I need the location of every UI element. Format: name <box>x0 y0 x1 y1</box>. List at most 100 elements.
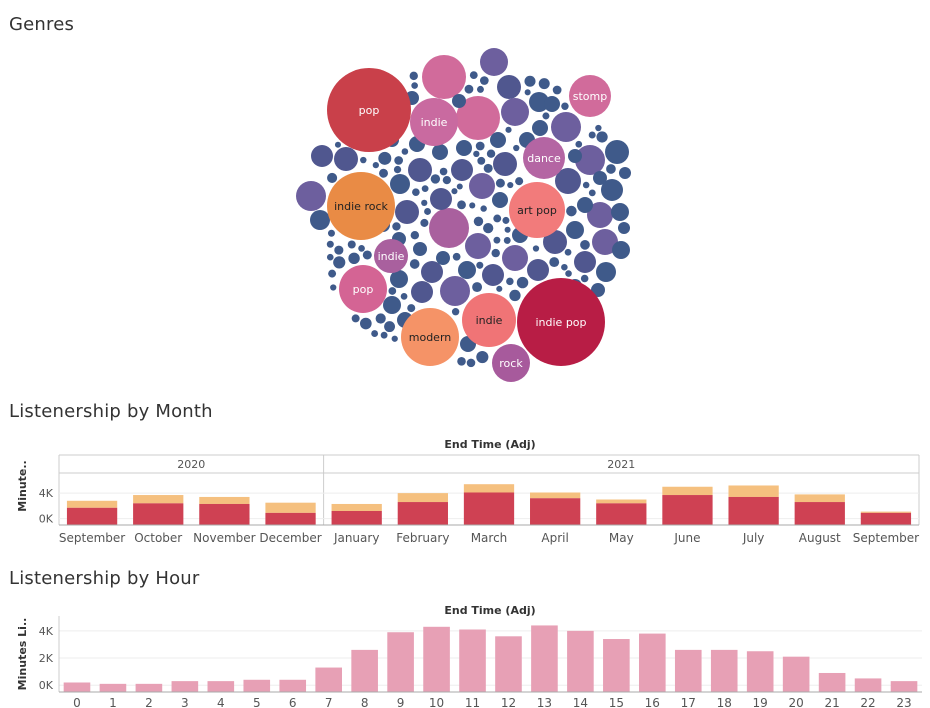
genre-bubble[interactable] <box>457 357 466 366</box>
genre-bubble[interactable] <box>351 314 360 323</box>
hour-bar[interactable] <box>243 679 271 692</box>
genre-bubble[interactable] <box>432 144 448 160</box>
genre-bubble[interactable] <box>580 240 590 250</box>
genre-bubble[interactable] <box>509 182 565 238</box>
genre-bubble[interactable] <box>384 321 396 333</box>
genre-bubble[interactable] <box>580 274 589 283</box>
genre-bubble[interactable] <box>552 85 562 95</box>
genre-bubble[interactable] <box>601 179 623 201</box>
genre-bubble[interactable] <box>575 140 583 148</box>
genre-bubble[interactable] <box>502 245 528 271</box>
genre-bubble[interactable] <box>492 192 508 208</box>
genre-bubble[interactable] <box>588 189 596 197</box>
hour-bar[interactable] <box>818 672 846 692</box>
genre-bubble[interactable] <box>358 245 365 252</box>
genre-bubble[interactable] <box>549 257 560 268</box>
genre-bubble[interactable] <box>509 289 521 302</box>
genre-bubble[interactable] <box>593 171 607 185</box>
genre-bubble[interactable] <box>380 331 388 339</box>
genre-bubble[interactable] <box>492 344 530 382</box>
genre-bubble[interactable] <box>569 75 611 117</box>
month-bar-segment[interactable] <box>66 500 118 508</box>
hour-bar[interactable] <box>63 682 91 692</box>
genre-bubble[interactable] <box>477 156 486 165</box>
genre-bubble[interactable] <box>506 277 514 286</box>
genre-bubble[interactable] <box>296 181 326 211</box>
genre-bubble[interactable] <box>392 222 401 231</box>
genre-bubble[interactable] <box>566 221 584 239</box>
genre-bubble[interactable] <box>334 245 344 255</box>
genre-bubble[interactable] <box>473 216 484 227</box>
genre-bubble[interactable] <box>451 308 460 316</box>
genre-bubble[interactable] <box>412 188 420 196</box>
genre-bubble[interactable] <box>410 98 458 146</box>
month-bar-segment[interactable] <box>794 502 845 525</box>
genre-bubble[interactable] <box>612 241 630 259</box>
month-bar-segment[interactable] <box>397 493 448 503</box>
genre-bubble[interactable] <box>394 156 403 165</box>
genre-bubble[interactable] <box>577 197 593 213</box>
genre-bubble[interactable] <box>421 261 443 283</box>
genre-bubble[interactable] <box>362 250 372 260</box>
genre-bubble[interactable] <box>424 208 431 215</box>
genre-bubble[interactable] <box>493 214 502 223</box>
genre-bubble[interactable] <box>611 203 629 221</box>
genre-bubble[interactable] <box>310 210 330 230</box>
genre-bubble[interactable] <box>473 150 480 158</box>
month-bar-segment[interactable] <box>860 512 912 525</box>
month-bar-segment[interactable] <box>463 484 515 493</box>
genre-bubble[interactable] <box>328 269 337 278</box>
genre-bubble[interactable] <box>532 245 540 252</box>
genre-bubble[interactable] <box>333 256 346 269</box>
genre-bubble[interactable] <box>501 98 529 126</box>
genre-bubble[interactable] <box>524 75 536 87</box>
genre-bubble[interactable] <box>359 317 372 330</box>
month-bar-segment[interactable] <box>265 512 316 525</box>
genre-bubble[interactable] <box>513 144 520 152</box>
genre-bubble[interactable] <box>378 151 392 165</box>
genre-bubble[interactable] <box>334 147 358 171</box>
genre-bubble[interactable] <box>326 253 334 261</box>
genre-bubble[interactable] <box>457 200 466 210</box>
genre-bubble[interactable] <box>575 145 605 175</box>
genre-bubble[interactable] <box>482 264 504 286</box>
genre-bubble[interactable] <box>452 94 466 108</box>
genre-bubble[interactable] <box>486 149 496 158</box>
genre-bubble[interactable] <box>493 236 501 244</box>
hour-bar[interactable] <box>387 632 414 692</box>
genre-bubble[interactable] <box>561 263 568 271</box>
hour-bar[interactable] <box>459 629 486 692</box>
hour-bar[interactable] <box>567 630 594 692</box>
genre-bubble[interactable] <box>469 202 476 209</box>
month-bar-segment[interactable] <box>662 486 713 496</box>
genre-bubble[interactable] <box>327 172 338 183</box>
genre-bubble[interactable] <box>527 259 549 281</box>
genre-bubble[interactable] <box>587 202 613 228</box>
genre-bubble[interactable] <box>606 164 616 174</box>
genre-bubble[interactable] <box>371 330 379 337</box>
genre-bubble[interactable] <box>388 287 397 295</box>
month-bar-segment[interactable] <box>199 503 250 525</box>
genre-bubble[interactable] <box>334 141 341 148</box>
genre-bubble[interactable] <box>476 350 489 364</box>
hour-bar[interactable] <box>207 681 235 692</box>
month-bar-segment[interactable] <box>530 498 581 525</box>
genre-bubble[interactable] <box>430 174 441 184</box>
genre-bubble[interactable] <box>379 168 388 178</box>
genre-bubble[interactable] <box>588 131 596 139</box>
genre-bubble[interactable] <box>456 140 472 156</box>
hour-bar[interactable] <box>854 678 882 692</box>
genre-bubble[interactable] <box>491 248 500 258</box>
genre-bubble[interactable] <box>476 261 484 269</box>
genre-bubble[interactable] <box>469 71 478 80</box>
month-bar-segment[interactable] <box>265 502 316 513</box>
genre-bubble[interactable] <box>524 89 531 96</box>
genre-bubble[interactable] <box>409 259 420 269</box>
genre-bubble[interactable] <box>330 284 337 291</box>
genre-bubble[interactable] <box>483 163 493 173</box>
month-bar-segment[interactable] <box>596 503 647 525</box>
hour-bar[interactable] <box>99 683 127 692</box>
genre-bubble[interactable] <box>411 281 433 303</box>
month-bar-segment[interactable] <box>397 502 448 525</box>
genre-bubble[interactable] <box>375 313 386 324</box>
